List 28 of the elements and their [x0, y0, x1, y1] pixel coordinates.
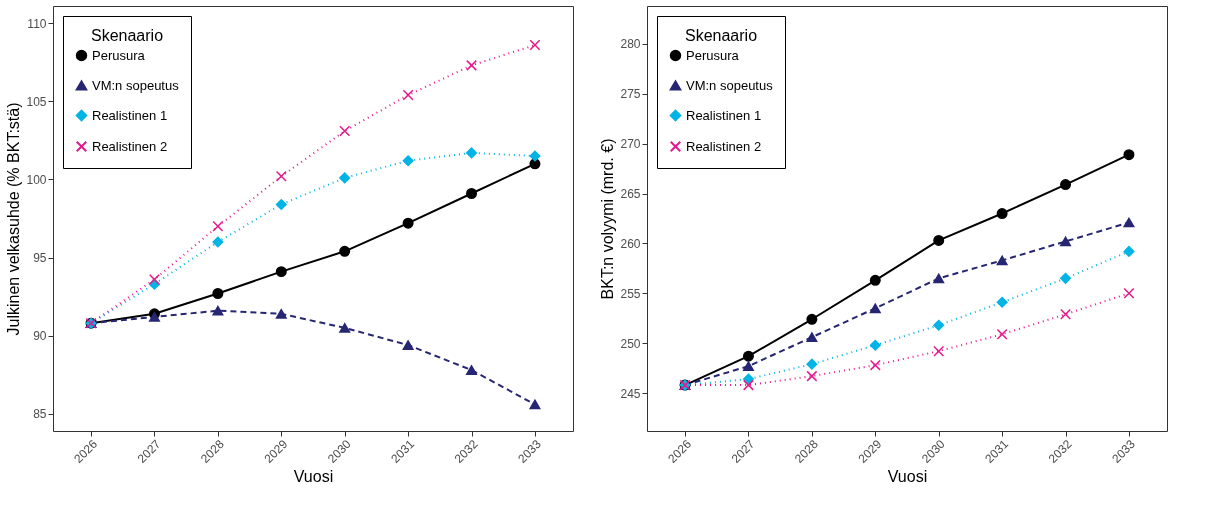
- legend-label: Perusura: [92, 47, 146, 63]
- y-tick-label: 280: [620, 37, 641, 52]
- legend-label: VM:n sopeutus: [686, 77, 774, 93]
- legend-label: VM:n sopeutus: [92, 77, 180, 93]
- y-tick-label: 245: [620, 386, 641, 401]
- legend-label: Perusura: [686, 47, 740, 63]
- y-tick-label: 100: [26, 172, 47, 187]
- y-tick-label: 105: [26, 94, 47, 109]
- legend-label: Realistinen 1: [686, 107, 762, 123]
- y-tick-label: 275: [620, 87, 641, 102]
- y-tick-label: 95: [33, 251, 47, 266]
- x-axis-title: Vuosi: [887, 468, 928, 486]
- x-axis-title: Vuosi: [293, 468, 334, 486]
- y-tick-label: 270: [620, 137, 641, 152]
- y-tick-label: 260: [620, 236, 641, 251]
- legend-title: Skenaario: [684, 27, 758, 44]
- legend-label: Realistinen 2: [686, 138, 762, 154]
- legend-label: Realistinen 2: [92, 138, 168, 154]
- y-axis-title: Julkinen velkasuhde (% BKT:stä): [5, 102, 23, 336]
- legend-label: Realistinen 1: [92, 107, 168, 123]
- y-tick-label: 250: [620, 336, 641, 351]
- y-tick-label: 110: [27, 16, 47, 31]
- y-axis-title: BKT:n volyymi (mrd. €): [599, 138, 617, 300]
- legend-title: Skenaario: [90, 27, 164, 44]
- y-tick-label: 265: [620, 187, 641, 202]
- y-tick-label: 85: [33, 407, 47, 422]
- y-tick-label: 90: [33, 329, 47, 344]
- y-tick-label: 255: [620, 286, 641, 301]
